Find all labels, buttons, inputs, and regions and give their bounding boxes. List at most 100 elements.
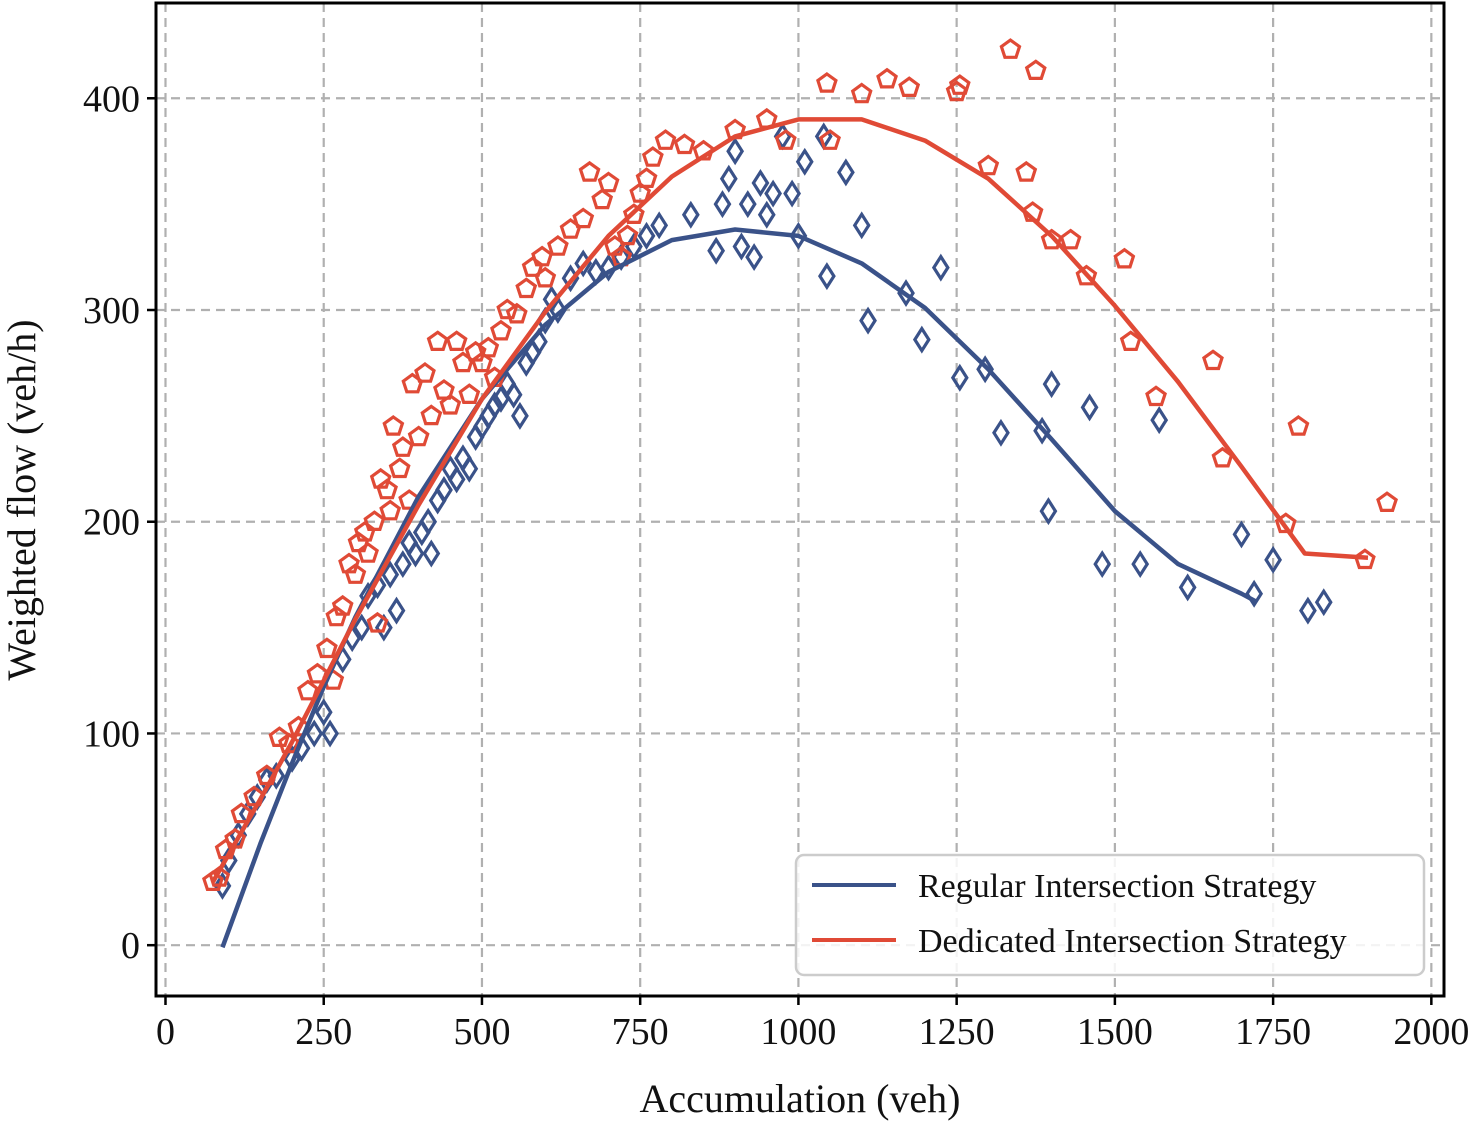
data-point-regular: [992, 418, 1010, 447]
y-tick-label: 300: [83, 290, 140, 332]
data-point-dedicated: [515, 277, 538, 299]
data-point-dedicated: [366, 611, 389, 633]
data-point-dedicated: [490, 319, 512, 341]
data-point-regular: [707, 236, 726, 265]
data-point-regular: [757, 200, 776, 229]
x-tick-label: 1250: [919, 1011, 995, 1053]
data-point-regular: [732, 232, 751, 261]
data-point-regular: [852, 211, 871, 240]
data-point-dedicated: [531, 245, 553, 267]
data-point-dedicated: [414, 362, 436, 383]
data-point-regular: [713, 190, 732, 219]
data-point-regular: [267, 761, 286, 790]
data-point-dedicated: [338, 552, 360, 574]
data-point-regular: [818, 262, 836, 291]
data-point-dedicated: [316, 637, 338, 659]
data-point-regular: [599, 253, 618, 282]
data-point-regular: [406, 539, 425, 568]
data-point-dedicated: [306, 662, 329, 684]
data-point-dedicated: [945, 80, 968, 102]
data-point-dedicated: [331, 594, 354, 616]
data-point-regular: [435, 475, 453, 504]
data-point-regular: [745, 243, 764, 272]
data-point-dedicated: [208, 865, 231, 887]
data-point-regular: [352, 613, 371, 642]
data-point-regular: [789, 221, 808, 250]
data-point-dedicated: [202, 870, 224, 892]
data-point-regular: [681, 200, 700, 229]
data-point-regular: [751, 168, 770, 197]
data-point-dedicated: [369, 467, 392, 489]
data-point-dedicated: [445, 330, 468, 351]
data-point-dedicated: [382, 415, 405, 436]
data-point-regular: [931, 253, 950, 282]
data-point-regular: [1080, 393, 1099, 422]
data-point-dedicated: [816, 72, 838, 93]
data-point-regular: [1131, 550, 1150, 579]
data-point-dedicated: [572, 207, 595, 229]
data-point-regular: [485, 391, 504, 420]
data-point-dedicated: [673, 133, 696, 155]
data-point-dedicated: [407, 425, 430, 447]
data-point-regular: [419, 507, 438, 536]
data-point-regular: [1232, 520, 1251, 549]
data-point-dedicated: [297, 679, 319, 701]
data-point-regular: [387, 596, 406, 625]
fit-line-regular: [220, 227, 1259, 949]
data-point-dedicated: [641, 146, 664, 167]
data-point-regular: [1178, 573, 1197, 602]
data-point-regular: [1093, 550, 1112, 579]
data-point-dedicated: [622, 203, 645, 224]
data-point-dedicated: [547, 235, 569, 256]
legend-label-regular: Regular Intersection Strategy: [918, 868, 1316, 905]
data-point-regular: [783, 179, 801, 208]
data-point-dedicated: [948, 74, 971, 95]
data-point-dedicated: [379, 499, 402, 521]
data-point-regular: [374, 613, 393, 642]
data-point-regular: [305, 719, 324, 748]
data-point-dedicated: [477, 336, 500, 358]
data-point-regular: [314, 698, 333, 727]
data-point-regular: [1150, 406, 1169, 435]
data-point-regular: [1264, 545, 1283, 574]
legend-label-dedicated: Dedicated Intersection Strategy: [918, 923, 1347, 960]
data-point-regular: [859, 306, 877, 335]
data-point-dedicated: [819, 129, 841, 150]
series-layer: [202, 38, 1398, 949]
data-point-regular: [950, 363, 969, 392]
data-point-dedicated: [597, 171, 620, 193]
y-tick-label: 200: [83, 502, 140, 544]
data-point-regular: [836, 158, 855, 187]
data-point-regular: [422, 539, 441, 568]
plot-frame: [154, 1, 1446, 998]
x-axis-title: Accumulation (veh): [640, 1076, 961, 1121]
x-tick-label: 1750: [1235, 1011, 1311, 1053]
data-point-dedicated: [591, 188, 614, 210]
data-point-regular: [637, 221, 656, 250]
x-tick-label: 500: [453, 1011, 510, 1053]
data-point-dedicated: [391, 436, 414, 457]
data-point-dedicated: [635, 167, 658, 188]
legend-box: [794, 853, 1426, 977]
fit-line-dedicated: [211, 117, 1369, 883]
data-point-dedicated: [898, 76, 921, 98]
data-point-dedicated: [388, 457, 411, 479]
data-point-regular: [738, 190, 757, 219]
data-point-dedicated: [439, 393, 462, 415]
data-point-dedicated: [363, 510, 386, 532]
data-point-regular: [719, 164, 738, 193]
data-point-dedicated: [1145, 385, 1167, 407]
data-point-regular: [511, 401, 529, 430]
data-point-regular: [1314, 588, 1333, 617]
data-point-dedicated: [433, 379, 455, 400]
data-point-dedicated: [1015, 160, 1038, 182]
axis-ticks: 0 250 500 750 1000 1250 1500 1750 2000 0 100 200 300…: [83, 78, 1469, 1053]
data-point-dedicated: [426, 330, 449, 351]
data-point-dedicated: [1075, 264, 1098, 286]
data-point-dedicated: [344, 563, 367, 584]
data-point-dedicated: [977, 154, 1000, 176]
x-tick-label: 1000: [760, 1011, 836, 1053]
data-point-dedicated: [1376, 491, 1398, 512]
data-point-dedicated: [999, 38, 1022, 59]
data-point-regular: [912, 325, 931, 354]
